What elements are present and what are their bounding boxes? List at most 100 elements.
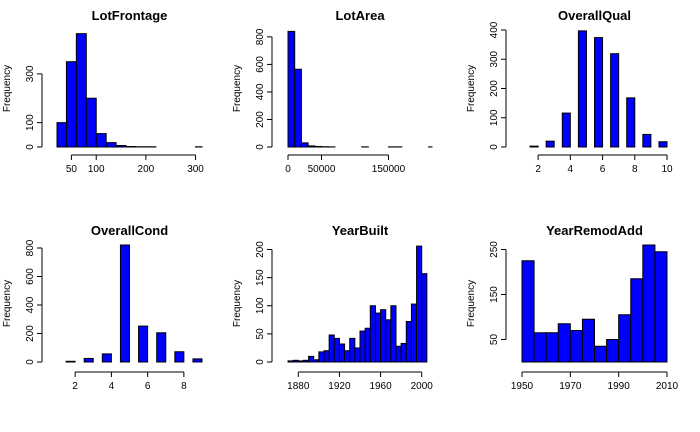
x-tick-label: 2 [535,164,541,175]
histogram-bar [333,337,340,363]
y-tick-label: 400 [25,296,36,313]
histogram-bar [119,244,130,363]
x-tick-label: 2 [72,381,78,392]
histogram-bar [101,353,112,363]
histogram-bar [95,133,107,148]
y-tick-label: 600 [255,56,266,73]
y-axis-label: Frequency [466,65,477,112]
y-tick-label: 600 [25,268,36,285]
histogram-bar [300,142,309,148]
histogram-bar [529,145,539,148]
histogram-bar [369,305,376,363]
chart-title: OverallCond [91,223,168,238]
histogram-bar [545,140,555,148]
histogram-panel-overallcond: OverallCond 2 4 6 8 0 200 400 600 800 Frequency [2,223,203,392]
histogram-bar [658,141,668,148]
histogram-bar [354,347,361,363]
histogram-bar [561,112,571,148]
chart-title: YearBuilt [332,223,389,238]
chart-title: YearRemodAdd [546,223,643,238]
histogram-bar [577,30,587,148]
y-axis-label: Frequency [466,280,477,327]
y-tick-label: 300 [489,50,500,67]
histogram-bar [338,343,346,363]
histogram-bar [557,323,571,363]
x-tick-label: 2000 [411,381,434,392]
y-tick-label: 0 [255,144,266,150]
y-tick-label: 800 [255,28,266,45]
histogram-bar [610,53,620,148]
histogram-bar [395,345,402,363]
histogram-bar [297,360,304,363]
histogram-panel-yearbuilt: YearBuilt 1880 1920 1960 2000 0 50 100 150 200 Fre… [232,223,433,392]
y-tick-label: 50 [255,328,266,340]
histogram-panel-lotfrontage: LotFrontage 50 100 200 300 0 100 300 Frequency [2,8,204,175]
histogram-bar [302,359,310,363]
chart-title: LotFrontage [92,8,168,23]
y-tick-label: 100 [255,297,266,314]
y-tick-label: 100 [25,114,36,131]
y-tick-label: 300 [25,65,36,82]
histogram-bar [642,133,652,148]
histogram-bar [416,245,423,363]
x-tick-label: 100 [88,164,105,175]
histogram-bar [156,332,167,363]
x-tick-label: 1920 [328,381,351,392]
histogram-bar [626,97,636,148]
histogram-bar [374,312,382,363]
x-tick-label: 1970 [559,381,582,392]
histogram-panel-yearremodadd: YearRemodAdd 1950 1970 1990 2010 50 150 250 Freq… [466,223,679,392]
histogram-bar [318,351,325,363]
histogram-bar [56,122,67,148]
histogram-bar [287,30,296,148]
x-tick-label: 50 [66,164,78,175]
x-tick-label: 4 [109,381,115,392]
y-axis-label: Frequency [2,65,13,112]
histogram-bar [313,359,320,363]
x-tick-label: 8 [632,164,638,175]
x-tick-label: 8 [181,381,187,392]
histogram-bar [421,273,428,363]
histogram-bar [533,332,547,363]
x-tick-label: 1880 [287,381,310,392]
histogram-bar [380,309,387,363]
x-tick-label: 200 [138,164,155,175]
y-tick-label: 400 [489,21,500,38]
y-tick-label: 200 [255,111,266,128]
histogram-bar [292,359,299,363]
histogram-bar [65,61,77,148]
histogram-bar [344,350,351,363]
histogram-bar [105,142,117,148]
histogram-bar [390,305,397,363]
y-axis-label: Frequency [232,280,243,327]
x-tick-label: 1990 [608,381,631,392]
x-tick-label: 6 [600,164,606,175]
histogram-bar [307,145,316,148]
y-tick-label: 200 [25,325,36,342]
histogram-bar [65,360,76,363]
x-tick-label: 0 [285,164,291,175]
y-axis-label: Frequency [2,280,13,327]
histogram-bar [294,68,302,148]
x-tick-label: 300 [187,164,204,175]
y-tick-label: 50 [489,334,500,346]
histogram-bar [364,327,371,363]
histogram-bar [630,278,644,363]
histogram-bar [654,251,668,363]
y-tick-label: 400 [255,83,266,100]
histogram-bar [314,145,322,148]
histogram-bar [85,97,97,148]
histogram-bar [359,330,366,363]
histogram-bar [581,318,596,363]
histogram-bar [545,332,559,363]
x-tick-label: 1960 [369,381,392,392]
histogram-bar [405,321,412,363]
histogram-bar [618,314,632,363]
x-tick-label: 10 [661,164,673,175]
histogram-bar [323,350,330,363]
chart-title: LotArea [335,8,385,23]
histogram-bar [569,330,583,363]
y-axis-label: Frequency [232,65,243,112]
histogram-bar [75,33,87,148]
